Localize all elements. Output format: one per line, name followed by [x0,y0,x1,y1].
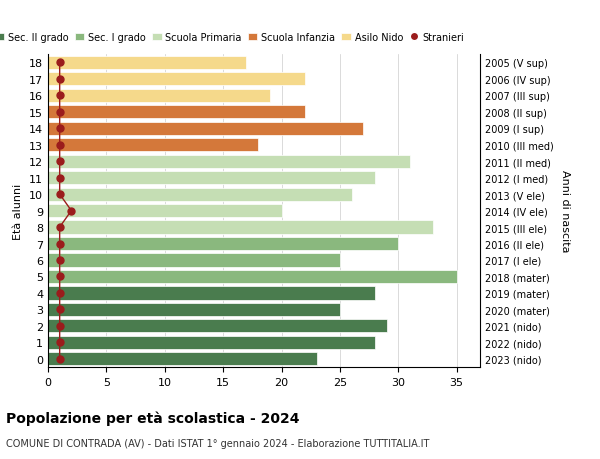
Text: COMUNE DI CONTRADA (AV) - Dati ISTAT 1° gennaio 2024 - Elaborazione TUTTITALIA.I: COMUNE DI CONTRADA (AV) - Dati ISTAT 1° … [6,438,430,448]
Bar [48,221,433,234]
Bar [48,287,375,300]
Bar [48,188,352,202]
Bar [48,270,457,283]
Y-axis label: Età alunni: Età alunni [13,183,23,239]
Bar [48,139,258,152]
Bar [48,237,398,251]
Bar [48,73,305,86]
Bar [48,319,386,333]
Bar [48,336,375,349]
Y-axis label: Anni di nascita: Anni di nascita [560,170,570,252]
Bar [48,303,340,316]
Bar [48,123,363,135]
Bar [48,106,305,119]
Bar [48,353,317,365]
Text: Popolazione per età scolastica - 2024: Popolazione per età scolastica - 2024 [6,411,299,425]
Bar [48,254,340,267]
Bar [48,90,270,103]
Legend: Sec. II grado, Sec. I grado, Scuola Primaria, Scuola Infanzia, Asilo Nido, Stran: Sec. II grado, Sec. I grado, Scuola Prim… [0,29,468,46]
Bar [48,205,281,218]
Bar [48,155,410,168]
Bar [48,57,247,70]
Bar [48,172,375,185]
